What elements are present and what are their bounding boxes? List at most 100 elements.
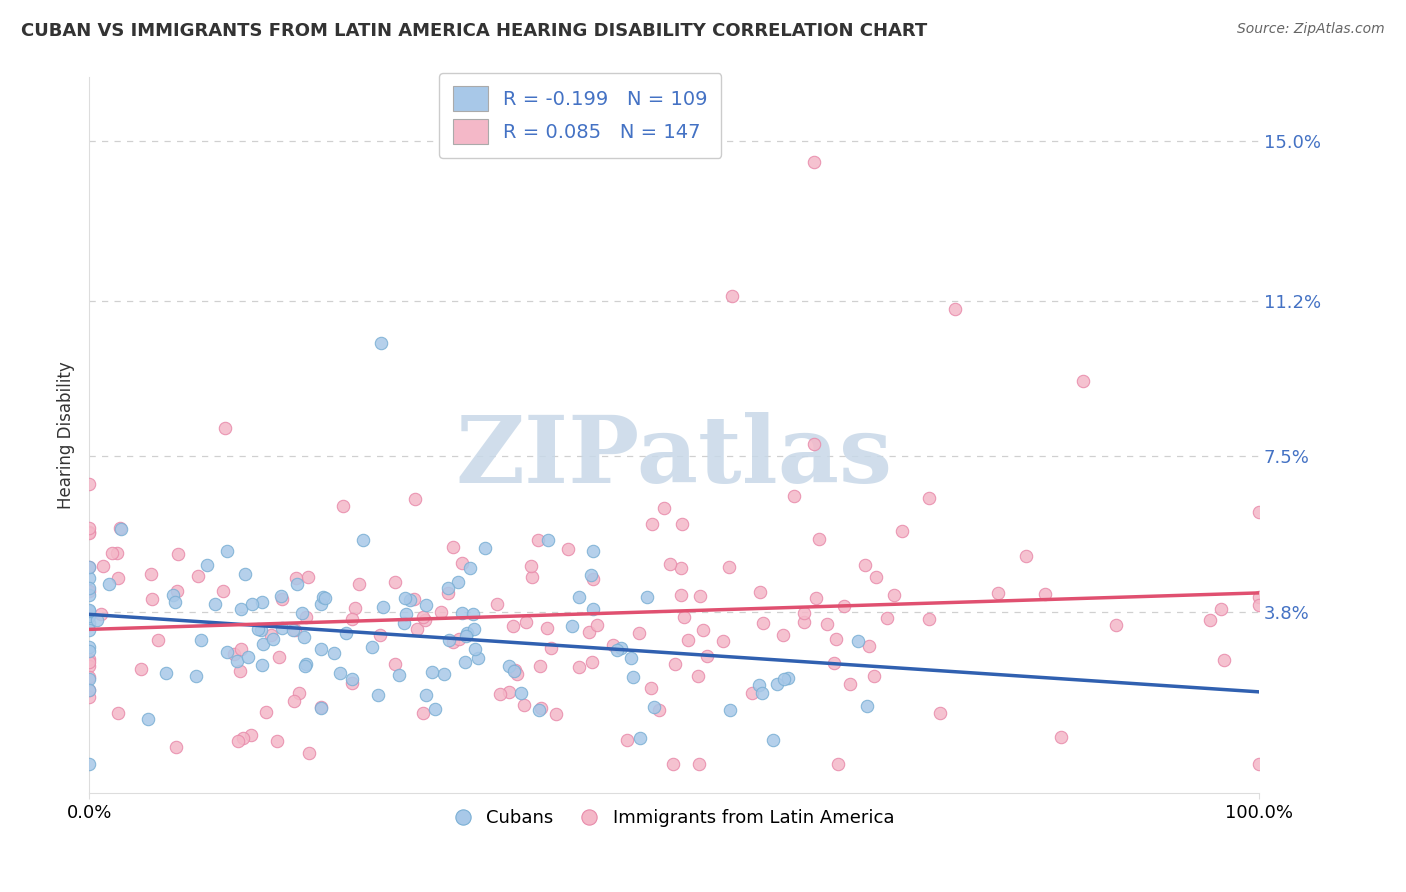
Point	[586, 618, 609, 632]
Point	[229, 642, 252, 657]
Point	[105, 546, 128, 560]
Point	[77, 623, 100, 637]
Point	[741, 686, 763, 700]
Point	[489, 687, 512, 701]
Point	[163, 594, 186, 608]
Point	[91, 559, 114, 574]
Point	[696, 648, 718, 663]
Point	[463, 607, 485, 621]
Point	[224, 647, 246, 661]
Point	[260, 628, 283, 642]
Point	[527, 703, 550, 717]
Point	[1105, 617, 1128, 632]
Point	[294, 659, 316, 673]
Point	[918, 491, 941, 505]
Point	[344, 600, 367, 615]
Point	[77, 682, 100, 697]
Point	[686, 669, 709, 683]
Point	[312, 590, 335, 604]
Point	[557, 542, 579, 557]
Point	[579, 568, 602, 582]
Point	[77, 584, 100, 599]
Point	[772, 627, 794, 641]
Point	[544, 707, 567, 722]
Point	[858, 640, 880, 654]
Point	[314, 591, 336, 606]
Point	[77, 604, 100, 618]
Point	[827, 756, 849, 771]
Point	[233, 566, 256, 581]
Point	[107, 706, 129, 721]
Point	[673, 610, 696, 624]
Point	[1211, 602, 1233, 616]
Point	[240, 728, 263, 742]
Point	[537, 533, 560, 548]
Point	[77, 476, 100, 491]
Point	[652, 500, 675, 515]
Point	[862, 668, 884, 682]
Point	[226, 734, 249, 748]
Point	[671, 517, 693, 532]
Point	[340, 672, 363, 686]
Point	[309, 642, 332, 657]
Point	[620, 651, 643, 665]
Point	[232, 731, 254, 745]
Point	[77, 609, 100, 624]
Text: CUBAN VS IMMIGRANTS FROM LATIN AMERICA HEARING DISABILITY CORRELATION CHART: CUBAN VS IMMIGRANTS FROM LATIN AMERICA H…	[21, 22, 928, 40]
Point	[270, 589, 292, 603]
Point	[1015, 549, 1038, 563]
Point	[804, 591, 827, 605]
Point	[108, 521, 131, 535]
Point	[77, 525, 100, 540]
Point	[77, 655, 100, 669]
Point	[823, 656, 845, 670]
Point	[309, 597, 332, 611]
Point	[77, 607, 100, 622]
Point	[441, 634, 464, 648]
Point	[270, 592, 292, 607]
Point	[568, 591, 591, 605]
Point	[752, 615, 775, 630]
Point	[86, 613, 108, 627]
Point	[311, 700, 333, 714]
Point	[388, 667, 411, 681]
Point	[110, 522, 132, 536]
Point	[430, 605, 453, 619]
Point	[77, 560, 100, 574]
Point	[751, 686, 773, 700]
Point	[340, 612, 363, 626]
Point	[891, 524, 914, 538]
Point	[195, 558, 218, 572]
Point	[77, 559, 100, 574]
Point	[77, 521, 100, 535]
Legend: Cubans, Immigrants from Latin America: Cubans, Immigrants from Latin America	[446, 802, 901, 834]
Point	[1033, 587, 1056, 601]
Point	[77, 615, 100, 630]
Point	[628, 731, 651, 746]
Point	[392, 615, 415, 630]
Point	[502, 618, 524, 632]
Point	[229, 664, 252, 678]
Point	[450, 556, 472, 570]
Point	[815, 616, 838, 631]
Point	[332, 499, 354, 513]
Point	[454, 630, 477, 644]
Point	[441, 540, 464, 554]
Point	[748, 678, 770, 692]
Point	[413, 613, 436, 627]
Point	[77, 588, 100, 602]
Point	[77, 581, 100, 595]
Point	[662, 756, 685, 771]
Point	[529, 659, 551, 673]
Point	[297, 570, 319, 584]
Point	[425, 702, 447, 716]
Point	[287, 686, 309, 700]
Point	[1198, 613, 1220, 627]
Point	[449, 632, 471, 646]
Point	[748, 584, 770, 599]
Point	[77, 756, 100, 771]
Point	[522, 570, 544, 584]
Point	[1247, 591, 1270, 605]
Point	[720, 703, 742, 717]
Point	[530, 701, 553, 715]
